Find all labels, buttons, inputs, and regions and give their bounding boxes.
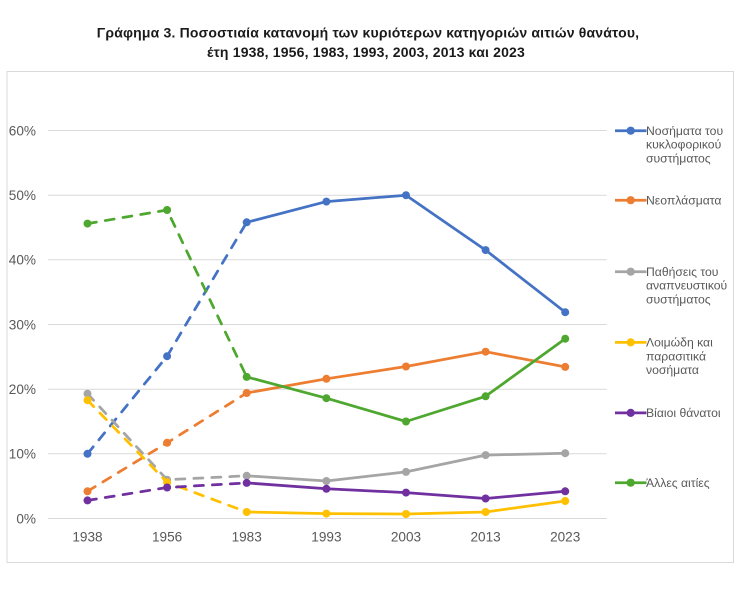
svg-text:1938: 1938: [72, 530, 102, 545]
svg-text:2003: 2003: [391, 530, 421, 545]
svg-text:κυκλοφορικού: κυκλοφορικού: [646, 138, 722, 152]
svg-text:1993: 1993: [311, 530, 341, 545]
svg-text:20%: 20%: [9, 382, 36, 397]
svg-text:Άλλες αιτίες: Άλλες αιτίες: [646, 476, 710, 490]
svg-text:Νεοπλάσματα: Νεοπλάσματα: [646, 194, 721, 208]
svg-text:1983: 1983: [232, 530, 262, 545]
svg-text:10%: 10%: [9, 447, 36, 462]
svg-text:συστήματος: συστήματος: [646, 292, 711, 306]
svg-text:2013: 2013: [470, 530, 500, 545]
svg-text:Λοιμώδη και: Λοιμώδη και: [646, 336, 713, 350]
svg-text:αναπνευστικού: αναπνευστικού: [646, 279, 728, 293]
svg-text:40%: 40%: [9, 253, 36, 268]
svg-text:2023: 2023: [550, 530, 580, 545]
svg-text:Νοσήματα του: Νοσήματα του: [646, 124, 723, 138]
svg-text:Βίαιοι θάνατοι: Βίαιοι θάνατοι: [646, 406, 721, 420]
svg-text:Παθήσεις του: Παθήσεις του: [646, 265, 719, 279]
svg-text:60%: 60%: [9, 123, 36, 138]
svg-text:νοσήματα: νοσήματα: [646, 363, 699, 377]
svg-text:0%: 0%: [16, 511, 36, 526]
svg-text:συστήματος: συστήματος: [646, 151, 711, 165]
svg-text:50%: 50%: [9, 188, 36, 203]
svg-text:30%: 30%: [9, 317, 36, 332]
svg-text:1956: 1956: [152, 530, 182, 545]
svg-text:έτη 1938, 1956, 1983, 1993, 20: έτη 1938, 1956, 1983, 1993, 2003, 2013 κ…: [207, 44, 525, 60]
svg-text:παρασιτικά: παρασιτικά: [646, 349, 706, 363]
svg-text:Γράφημα 3. Ποσοστιαία κατανομή: Γράφημα 3. Ποσοστιαία κατανομή των κυριό…: [97, 25, 639, 41]
